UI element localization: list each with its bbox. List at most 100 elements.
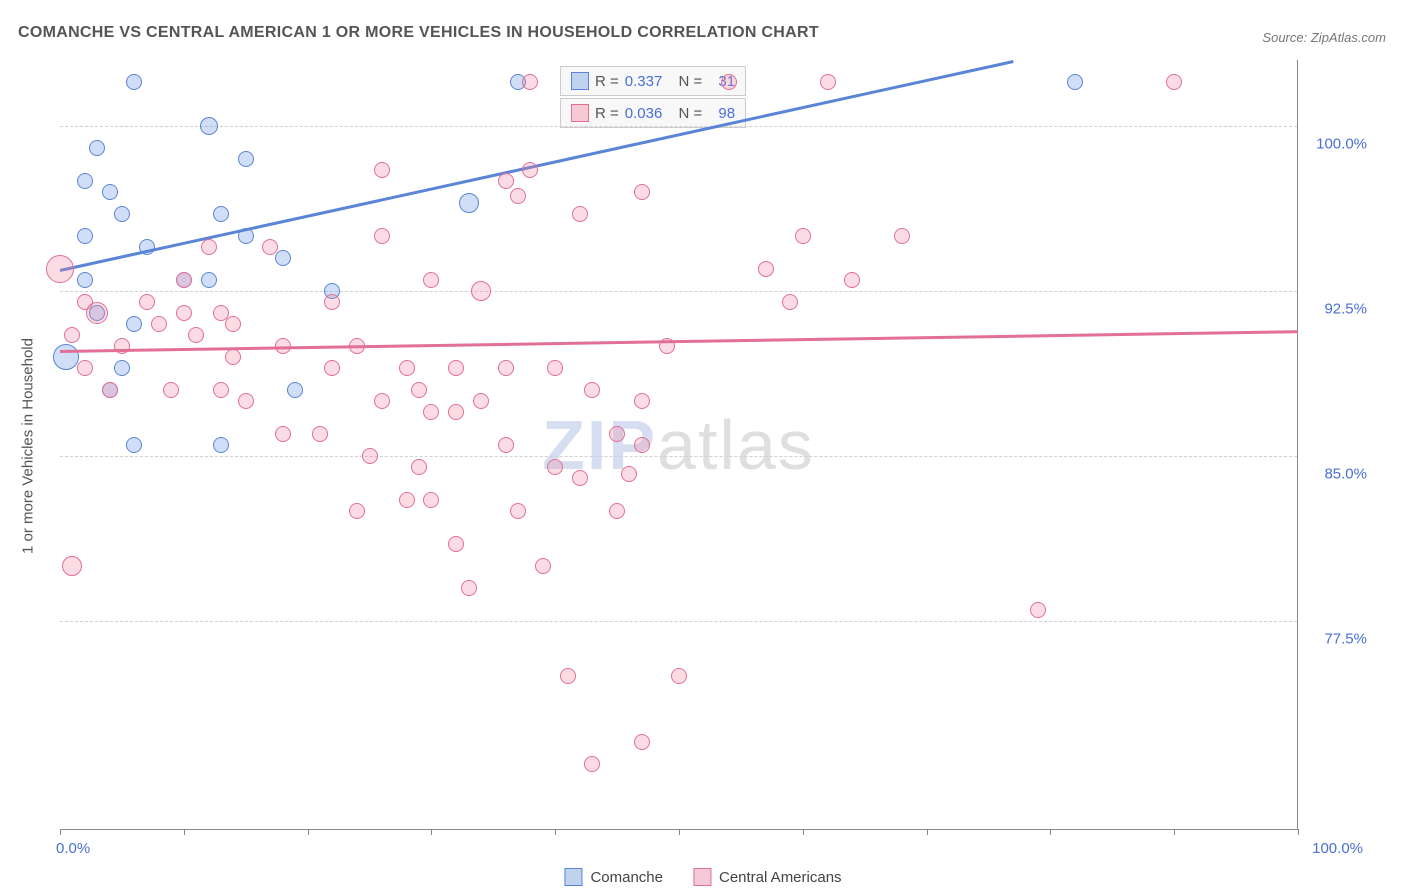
stat-r-label: R = xyxy=(595,73,619,90)
stat-r-label: R = xyxy=(595,105,619,122)
source-name: ZipAtlas.com xyxy=(1311,30,1386,45)
data-point xyxy=(349,503,365,519)
data-point xyxy=(200,117,218,135)
data-point xyxy=(102,382,118,398)
data-point xyxy=(820,74,836,90)
x-tick xyxy=(927,829,928,835)
stat-n-label: N = xyxy=(678,73,702,90)
chart-container: COMANCHE VS CENTRAL AMERICAN 1 OR MORE V… xyxy=(0,0,1406,892)
data-point xyxy=(448,536,464,552)
data-point xyxy=(126,437,142,453)
gridline xyxy=(60,456,1297,457)
watermark-part2: atlas xyxy=(657,406,815,484)
data-point xyxy=(634,184,650,200)
data-point xyxy=(609,426,625,442)
data-point xyxy=(448,360,464,376)
source-label: Source: xyxy=(1262,30,1307,45)
data-point xyxy=(275,426,291,442)
data-point xyxy=(201,272,217,288)
x-axis-max-label: 100.0% xyxy=(1312,840,1363,857)
data-point xyxy=(163,382,179,398)
data-point xyxy=(894,228,910,244)
data-point xyxy=(62,556,82,576)
data-point xyxy=(201,239,217,255)
data-point xyxy=(77,272,93,288)
data-point xyxy=(102,184,118,200)
data-point xyxy=(64,327,80,343)
legend-label: Comanche xyxy=(590,869,663,886)
data-point xyxy=(362,448,378,464)
data-point xyxy=(238,151,254,167)
data-point xyxy=(522,162,538,178)
data-point xyxy=(621,466,637,482)
x-tick xyxy=(679,829,680,835)
data-point xyxy=(411,382,427,398)
y-axis-title: 1 or more Vehicles in Household xyxy=(20,338,37,554)
gridline xyxy=(60,126,1297,127)
stat-r-value: 0.337 xyxy=(625,73,663,90)
chart-title: COMANCHE VS CENTRAL AMERICAN 1 OR MORE V… xyxy=(18,24,819,42)
x-tick xyxy=(431,829,432,835)
trend-line xyxy=(60,331,1298,354)
data-point xyxy=(634,393,650,409)
data-point xyxy=(634,734,650,750)
data-point xyxy=(609,503,625,519)
data-point xyxy=(139,294,155,310)
data-point xyxy=(213,437,229,453)
stat-r-value: 0.036 xyxy=(625,105,663,122)
data-point xyxy=(53,344,79,370)
data-point xyxy=(459,193,479,213)
y-tick-label: 92.5% xyxy=(1307,301,1367,318)
data-point xyxy=(844,272,860,288)
data-point xyxy=(126,74,142,90)
source-attribution: Source: ZipAtlas.com xyxy=(1262,30,1386,45)
data-point xyxy=(324,360,340,376)
data-point xyxy=(225,316,241,332)
y-tick-label: 85.0% xyxy=(1307,466,1367,483)
data-point xyxy=(547,360,563,376)
data-point xyxy=(213,206,229,222)
stat-n-label: N = xyxy=(678,105,702,122)
data-point xyxy=(374,228,390,244)
data-point xyxy=(471,281,491,301)
stats-box-series-0: R = 0.337 N = 31 xyxy=(560,66,746,96)
data-point xyxy=(77,228,93,244)
data-point xyxy=(213,382,229,398)
data-point xyxy=(399,360,415,376)
data-point xyxy=(461,580,477,596)
data-point xyxy=(1166,74,1182,90)
data-point xyxy=(176,272,192,288)
data-point xyxy=(126,316,142,332)
data-point xyxy=(448,404,464,420)
y-tick-label: 77.5% xyxy=(1307,631,1367,648)
data-point xyxy=(522,74,538,90)
x-tick xyxy=(803,829,804,835)
data-point xyxy=(374,162,390,178)
stat-n-value: 98 xyxy=(718,105,735,122)
data-point xyxy=(423,492,439,508)
data-point xyxy=(114,360,130,376)
data-point xyxy=(86,302,108,324)
swatch-icon xyxy=(693,868,711,886)
data-point xyxy=(114,206,130,222)
x-tick xyxy=(1050,829,1051,835)
legend-item-0: Comanche xyxy=(564,868,663,886)
data-point xyxy=(758,261,774,277)
data-point xyxy=(423,404,439,420)
data-point xyxy=(399,492,415,508)
data-point xyxy=(238,393,254,409)
plot-area: ZIPatlas R = 0.337 N = 31 R = 0.036 N = … xyxy=(60,60,1298,830)
y-tick-label: 100.0% xyxy=(1307,136,1367,153)
data-point xyxy=(671,668,687,684)
bottom-legend: Comanche Central Americans xyxy=(564,868,841,886)
swatch-icon xyxy=(571,104,589,122)
data-point xyxy=(1030,602,1046,618)
data-point xyxy=(89,140,105,156)
data-point xyxy=(572,206,588,222)
data-point xyxy=(473,393,489,409)
data-point xyxy=(510,188,526,204)
data-point xyxy=(795,228,811,244)
data-point xyxy=(584,756,600,772)
x-axis-min-label: 0.0% xyxy=(56,840,90,857)
data-point xyxy=(423,272,439,288)
